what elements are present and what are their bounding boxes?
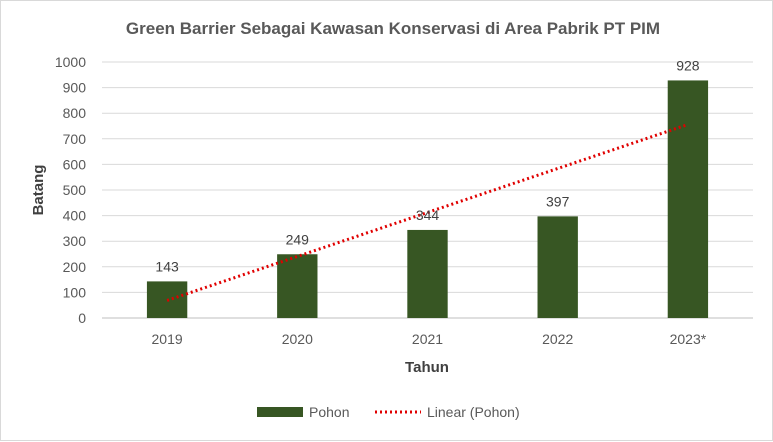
legend-label-trendline: Linear (Pohon) xyxy=(427,404,520,420)
y-tick-label: 500 xyxy=(63,182,87,198)
trendline-layer xyxy=(166,123,689,302)
y-axis-title: Batang xyxy=(30,165,47,216)
legend-swatch-pohon xyxy=(257,407,303,417)
data-label: 143 xyxy=(155,258,179,274)
chart-title: Green Barrier Sebagai Kawasan Konservasi… xyxy=(126,19,660,38)
data-labels: 143 249 344 397 928 xyxy=(155,57,699,274)
y-axis-ticks: 0 100 200 300 400 500 600 700 800 900 1000 xyxy=(55,54,86,326)
y-tick-label: 400 xyxy=(63,208,87,224)
x-axis-title: Tahun xyxy=(405,359,449,376)
data-label: 344 xyxy=(416,207,440,223)
bar xyxy=(277,254,318,318)
y-tick-label: 300 xyxy=(63,233,87,249)
x-tick-label: 2023* xyxy=(670,331,707,347)
bar xyxy=(407,229,448,318)
y-tick-label: 700 xyxy=(63,131,87,147)
legend: Pohon Linear (Pohon) xyxy=(257,404,520,420)
y-tick-label: 800 xyxy=(63,105,87,121)
gridlines xyxy=(102,61,753,319)
y-tick-label: 0 xyxy=(78,310,86,326)
data-label: 249 xyxy=(286,231,310,247)
y-tick-label: 900 xyxy=(63,80,87,96)
data-label: 397 xyxy=(546,193,570,209)
y-tick-label: 1000 xyxy=(55,54,86,70)
legend-label-pohon: Pohon xyxy=(309,404,349,420)
y-tick-label: 100 xyxy=(63,284,87,300)
x-tick-label: 2021 xyxy=(412,331,443,347)
x-tick-label: 2019 xyxy=(152,331,183,347)
bar xyxy=(667,80,709,318)
bar xyxy=(537,216,578,318)
data-label: 928 xyxy=(676,57,700,73)
x-tick-label: 2022 xyxy=(542,331,573,347)
bars xyxy=(146,80,709,318)
y-tick-label: 200 xyxy=(63,259,87,275)
x-axis-ticks: 2019 2020 2021 2022 2023* xyxy=(152,331,707,347)
trendline xyxy=(166,123,689,302)
x-tick-label: 2020 xyxy=(282,331,313,347)
y-tick-label: 600 xyxy=(63,156,87,172)
